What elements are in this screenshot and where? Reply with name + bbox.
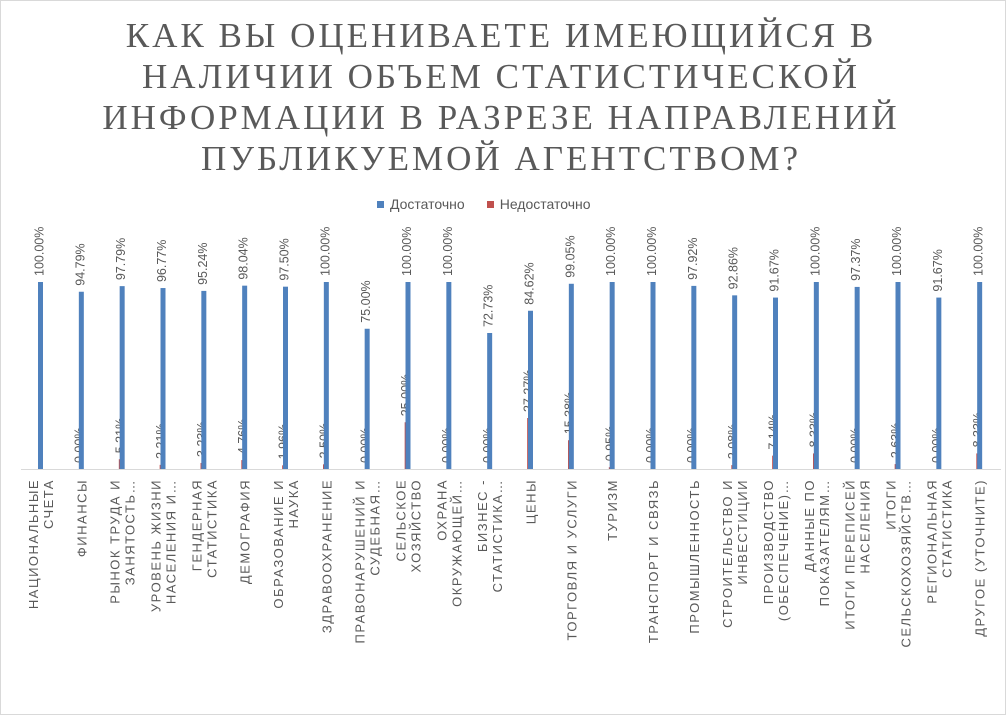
data-label-sufficient-17: 92.86% xyxy=(727,247,741,289)
category-label-19-line-1: ПОКАЗАТЕЛЯМ… xyxy=(817,479,832,606)
bar-sufficient-1 xyxy=(78,291,84,469)
category-label-20-line-1: НАСЕЛЕНИЯ xyxy=(858,479,873,574)
bar-sufficient-22 xyxy=(936,297,942,469)
category-label-22-line-0: РЕГИОНАЛЬНАЯ xyxy=(924,479,939,604)
category-label-9-line-1: ХОЗЯЙСТВО xyxy=(408,479,423,573)
category-label-8-line-0: ПРАВОНАРУШЕНИЙ И xyxy=(353,479,368,643)
legend-label-sufficient: Достаточно xyxy=(390,196,465,212)
bar-sufficient-15 xyxy=(650,282,656,469)
category-label-22-line-1: СТАТИСТИКА xyxy=(939,479,954,578)
category-label-20-line-0: ИТОГИ ПЕРЕПИСЕЙ xyxy=(843,479,858,630)
data-label-sufficient-16: 97.92% xyxy=(686,237,700,279)
bar-sufficient-6 xyxy=(283,286,288,469)
bar-sufficient-3 xyxy=(160,288,166,469)
data-label-sufficient-6: 97.50% xyxy=(278,238,292,280)
category-label-3-line-0: УРОВЕНЬ ЖИЗНИ xyxy=(148,479,163,612)
data-label-sufficient-7: 100.00% xyxy=(318,227,332,276)
bar-sufficient-10 xyxy=(446,282,452,469)
data-label-sufficient-3: 96.77% xyxy=(155,240,169,282)
category-label-10-line-0: ОХРАНА xyxy=(434,479,449,541)
category-label-2-line-0: РЫНОК ТРУДА И xyxy=(108,479,123,604)
bar-sufficient-18 xyxy=(773,297,778,469)
bar-sufficient-11 xyxy=(487,332,493,469)
legend: Достаточно Недостаточно xyxy=(377,195,591,213)
data-label-sufficient-2: 97.79% xyxy=(114,238,128,280)
category-label-9-line-0: СЕЛЬСКОЕ xyxy=(393,479,408,561)
legend-item-insufficient: Недостаточно xyxy=(486,196,591,212)
data-label-sufficient-15: 100.00% xyxy=(645,227,659,276)
data-label-sufficient-9: 100.00% xyxy=(400,227,414,276)
category-label-8-line-1: СУДЕБНАЯ… xyxy=(368,479,383,576)
category-label-18-line-1: (ОБЕСПЕЧЕНИЕ)… xyxy=(776,479,791,621)
category-label-13-line-0: ТОРГОВЛЯ И УСЛУГИ xyxy=(564,479,579,640)
data-label-sufficient-18: 91.67% xyxy=(768,249,782,291)
category-label-6-line-0: ОБРАЗОВАНИЕ И xyxy=(271,479,286,609)
data-label-sufficient-19: 100.00% xyxy=(808,227,822,276)
category-label-15-line-0: ТРАНСПОРТ И СВЯЗЬ xyxy=(646,479,661,643)
category-label-16-line-0: ПРОМЫШЛЕННОСТЬ xyxy=(687,479,702,634)
legend-item-sufficient: Достаточно xyxy=(377,196,465,212)
data-label-sufficient-21: 100.00% xyxy=(890,227,904,276)
bar-sufficient-0 xyxy=(38,282,43,469)
legend-swatch-insufficient xyxy=(486,200,494,208)
category-label-5-line-0: ДЕМОГРАФИЯ xyxy=(238,479,253,584)
category-label-21-line-0: ИТОГИ xyxy=(883,479,898,530)
category-label-2-line-1: ЗАНЯТОСТЬ… xyxy=(123,479,138,585)
bar-sufficient-17 xyxy=(732,295,738,469)
bar-sufficient-13 xyxy=(568,283,574,469)
bar-sufficient-23 xyxy=(977,282,983,469)
data-label-sufficient-4: 95.24% xyxy=(196,242,210,284)
category-label-4-line-1: СТАТИСТИКА xyxy=(204,479,219,578)
category-label-14-line-0: ТУРИЗМ xyxy=(605,479,620,541)
category-label-17-line-1: ИНВЕСТИЦИИ xyxy=(735,479,750,585)
data-label-sufficient-12: 84.62% xyxy=(523,262,537,304)
chart-title: КАК ВЫ ОЦЕНИВАЕТЕ ИМЕЮЩИЙСЯ В НАЛИЧИИ ОБ… xyxy=(102,16,900,178)
category-label-3-line-1: НАСЕЛЕНИЯ И… xyxy=(163,479,178,604)
data-label-sufficient-10: 100.00% xyxy=(441,227,455,276)
category-label-0-line-0: НАЦИОНАЛЬНЫЕ xyxy=(26,479,41,609)
data-label-sufficient-20: 97.37% xyxy=(849,239,863,281)
bar-sufficient-16 xyxy=(691,285,697,469)
bar-sufficient-20 xyxy=(854,286,860,469)
data-label-sufficient-13: 99.05% xyxy=(563,235,577,277)
category-label-18-line-0: ПРОИЗВОДСТВО xyxy=(761,479,776,604)
category-label-19-line-0: ДАННЫЕ ПО xyxy=(802,479,817,572)
bar-sufficient-19 xyxy=(813,282,819,469)
category-label-21-line-1: СЕЛЬСКОХОЗЯЙСТВ… xyxy=(898,479,913,648)
data-label-sufficient-1: 94.79% xyxy=(73,243,87,285)
bar-sufficient-5 xyxy=(242,285,248,469)
data-label-sufficient-5: 98.04% xyxy=(237,237,251,279)
legend-label-insufficient: Недостаточно xyxy=(499,196,591,212)
category-label-11-line-0: БИЗНЕС - xyxy=(475,479,490,552)
bar-sufficient-8 xyxy=(364,328,370,469)
category-label-1-line-0: ФИНАНСЫ xyxy=(74,479,89,557)
category-label-4-line-0: ГЕНДЕРНАЯ xyxy=(189,479,204,571)
legend-swatch-sufficient xyxy=(377,200,384,208)
bar-sufficient-2 xyxy=(119,286,125,469)
bar-sufficient-7 xyxy=(323,282,329,469)
bar-sufficient-4 xyxy=(201,290,207,469)
category-label-0-line-1: СЧЕТА xyxy=(41,479,56,529)
category-label-12-line-0: ЦЕНЫ xyxy=(523,479,538,524)
data-label-sufficient-8: 75.00% xyxy=(359,280,373,322)
category-label-6-line-1: НАУКА xyxy=(286,479,301,529)
bar-sufficient-14 xyxy=(609,282,615,469)
category-label-7-line-0: ЗДРАВООХРАНЕНИЕ xyxy=(319,479,334,633)
category-label-11-line-1: СТАТИСТИКА… xyxy=(490,479,505,592)
data-label-sufficient-0: 100.00% xyxy=(33,227,47,276)
data-label-sufficient-22: 91.67% xyxy=(931,249,945,291)
bar-sufficient-9 xyxy=(405,282,411,469)
data-label-sufficient-14: 100.00% xyxy=(604,227,618,276)
data-label-sufficient-23: 100.00% xyxy=(972,227,986,276)
bar-sufficient-12 xyxy=(528,310,533,469)
category-label-17-line-0: СТРОИТЕЛЬСТВО И xyxy=(720,479,735,628)
data-label-sufficient-11: 72.73% xyxy=(482,285,496,327)
category-label-10-line-1: ОКРУЖАЮЩЕЙ… xyxy=(449,479,464,607)
bar-sufficient-21 xyxy=(895,282,901,469)
category-label-23-line-0: ДРУГОЕ (УТОЧНИТЕ) xyxy=(973,479,988,637)
